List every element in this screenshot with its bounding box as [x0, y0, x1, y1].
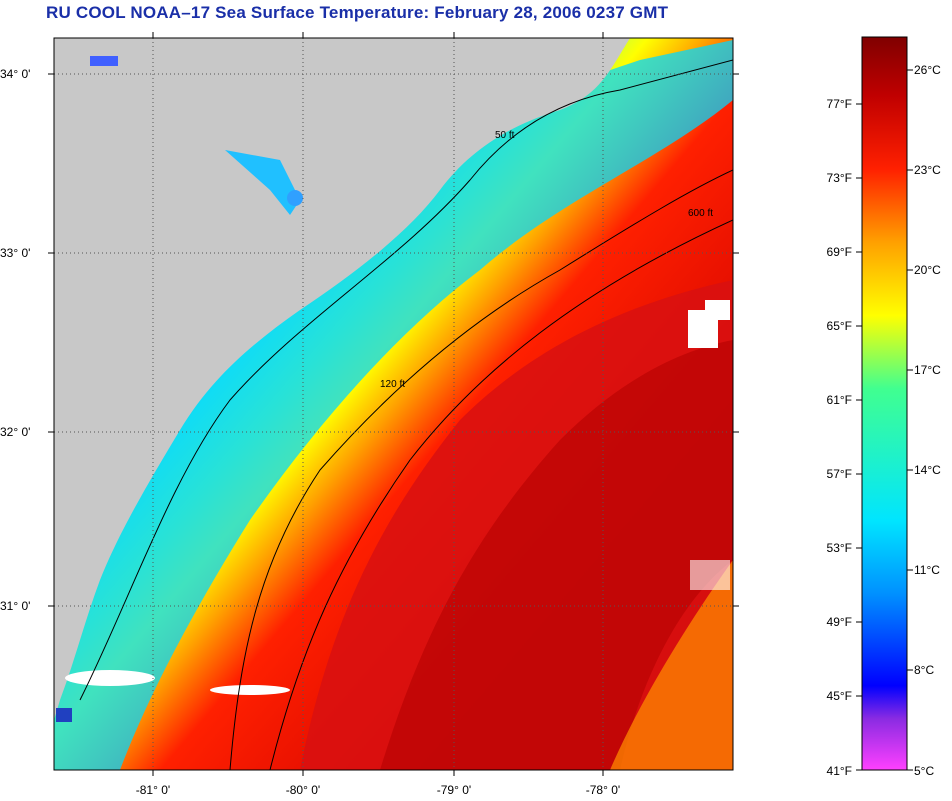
f-label-5: 57°F [827, 467, 852, 481]
land-mass [54, 38, 630, 720]
colorbar-ticks [856, 69, 913, 771]
inland-water [56, 56, 303, 722]
c-label-2: 20°C [914, 263, 941, 277]
c-label-7: 5°C [914, 764, 934, 778]
lat-label-31: 31° 0' [0, 599, 30, 613]
f-label-7: 49°F [827, 615, 852, 629]
contour-label-120ft: 120 ft [380, 379, 405, 390]
axis-ticks [48, 32, 739, 776]
isobath-contours [79, 59, 733, 770]
c-label-6: 8°C [914, 663, 934, 677]
lon-label-79: -79° 0' [437, 783, 471, 797]
f-label-9: 41°F [827, 764, 852, 778]
colorbar-gradient [861, 36, 908, 771]
c-label-1: 23°C [914, 163, 941, 177]
lon-label-80: -80° 0' [286, 783, 320, 797]
f-label-6: 53°F [827, 541, 852, 555]
lon-label-78: -78° 0' [586, 783, 620, 797]
lon-label-81: -81° 0' [136, 783, 170, 797]
contour-120ft [229, 169, 733, 770]
f-label-4: 61°F [827, 393, 852, 407]
contour-label-600ft: 600 ft [688, 208, 713, 219]
c-label-3: 17°C [914, 363, 941, 377]
f-label-3: 65°F [827, 319, 852, 333]
contour-600ft [269, 219, 733, 770]
lat-label-32: 32° 0' [0, 425, 30, 439]
c-label-4: 14°C [914, 463, 941, 477]
colorbar: 77°F 73°F 69°F 65°F 61°F 57°F 53°F 49°F … [827, 36, 941, 778]
c-label-0: 26°C [914, 63, 941, 77]
offshore-warm-water [610, 560, 733, 770]
contour-50ft [79, 59, 733, 701]
contour-label-50ft: 50 ft [495, 130, 515, 141]
gulf-stream-band [380, 340, 733, 770]
cloud-patches [65, 300, 730, 695]
lat-label-34: 34° 0' [0, 67, 30, 81]
f-label-2: 69°F [827, 245, 852, 259]
c-label-5: 11°C [914, 563, 940, 577]
f-label-8: 45°F [827, 689, 852, 703]
map-title: RU COOL NOAA–17 Sea Surface Temperature:… [46, 3, 669, 22]
map-frame [53, 37, 734, 771]
map-area: 50 ft 120 ft 600 ft [54, 38, 733, 770]
lat-label-33: 33° 0' [0, 246, 30, 260]
f-label-1: 73°F [827, 171, 852, 185]
f-label-0: 77°F [827, 97, 852, 111]
